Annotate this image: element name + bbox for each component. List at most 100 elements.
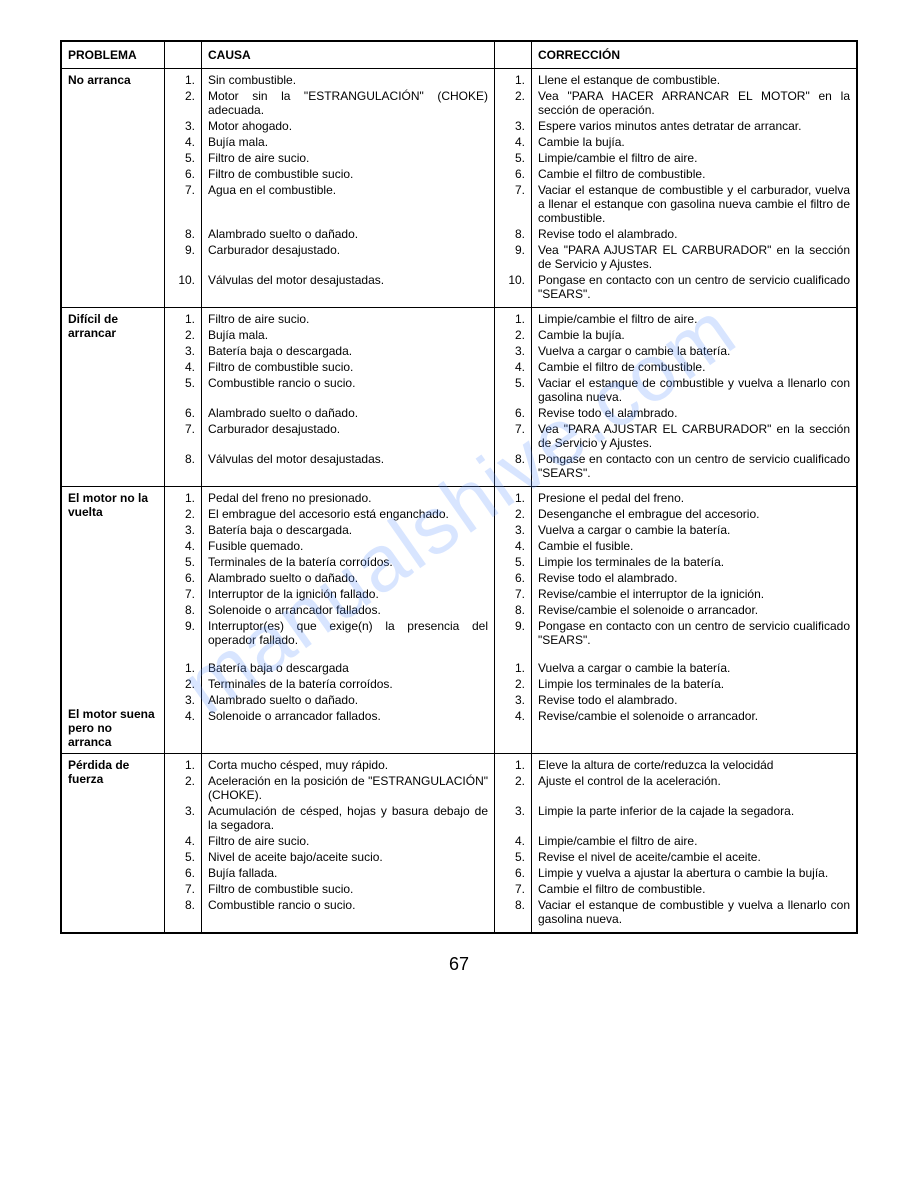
cause-text: Válvulas del motor desajustadas. <box>208 273 488 301</box>
list-item: 4. <box>501 834 525 848</box>
list-item: Solenoide o arrancador fallados. <box>208 709 488 723</box>
corr-num-cell: 1.2.3.4.5.6.7.8.9.1.2.3.4. <box>495 487 532 754</box>
list-item: Terminales de la batería corroídos. <box>208 677 488 691</box>
list-item: Interruptor(es) que exige(n) la presenci… <box>208 619 488 647</box>
list-item: Carburador desajustado. <box>208 243 488 271</box>
list-item: Limpie los terminales de la batería. <box>538 555 850 569</box>
item-number: 5. <box>171 151 195 165</box>
item-number: 3. <box>501 523 525 537</box>
header-num1 <box>165 41 202 69</box>
item-number: 5. <box>171 376 195 404</box>
item-number: 2. <box>171 328 195 342</box>
list-item: Corta mucho césped, muy rápido. <box>208 758 488 772</box>
corr-cell: Presione el pedal del freno. Desenganche … <box>532 487 858 754</box>
cause-text: Interruptor(es) que exige(n) la presenci… <box>208 619 488 647</box>
correction-text: Vaciar el estanque de combustible y el c… <box>538 183 850 225</box>
item-number: 1. <box>171 312 195 326</box>
list-item: 5. <box>501 555 525 569</box>
cause-text: Agua en el combustible. <box>208 183 488 225</box>
cause-text: Carburador desajustado. <box>208 422 488 450</box>
list-item: Acumulación de césped, hojas y basura de… <box>208 804 488 832</box>
cause-text: Pedal del freno no presionado. <box>208 491 488 505</box>
cause-cell: Corta mucho césped, muy rápido. Aceleraci… <box>202 754 495 934</box>
item-number: 8. <box>171 898 195 926</box>
item-number: 5. <box>501 151 525 165</box>
list-item: Aceleración en la posición de "ESTRANGUL… <box>208 774 488 802</box>
list-item: Cambie el filtro de combustible. <box>538 882 850 896</box>
list-item: 2. <box>171 677 195 691</box>
list-item: Espere varios minutos antes detratar de … <box>538 119 850 133</box>
list-item: 5. <box>171 555 195 569</box>
cause-cell: Filtro de aire sucio.Bujía mala.Batería … <box>202 308 495 487</box>
correction-text: Pongase en contacto con un centro de ser… <box>538 273 850 301</box>
corr-cell: Llene el estanque de combustible.Vea "PA… <box>532 69 858 308</box>
list-item: 6. <box>171 571 195 585</box>
item-number: 6. <box>171 406 195 420</box>
item-number: 1. <box>501 491 525 505</box>
list-item: Pongase en contacto con un centro de ser… <box>538 619 850 647</box>
item-number: 3. <box>501 344 525 358</box>
list-item: 3. <box>501 344 525 358</box>
cause-text: Alambrado suelto o dañado. <box>208 406 488 420</box>
list-item: Limpie/cambie el filtro de aire. <box>538 151 850 165</box>
cause-text: Solenoide o arrancador fallados. <box>208 709 488 723</box>
correction-text: Espere varios minutos antes detratar de … <box>538 119 850 133</box>
correction-text: Cambie la bujía. <box>538 135 850 149</box>
item-number: 8. <box>501 227 525 241</box>
correction-text: Limpie los terminales de la batería. <box>538 677 850 691</box>
problem-cell: El motor no la vueltaEl motor suena pero… <box>61 487 165 754</box>
correction-text: Desenganche el embrague del accesorio. <box>538 507 850 521</box>
cause-text: Combustible rancio o sucio. <box>208 376 488 404</box>
correction-text: Vaciar el estanque de combustible y vuel… <box>538 376 850 404</box>
list-item: 4. <box>171 834 195 848</box>
item-number: 7. <box>501 882 525 896</box>
item-number: 4. <box>501 709 525 723</box>
list-item: 7. <box>171 183 195 225</box>
cause-text: Aceleración en la posición de "ESTRANGUL… <box>208 774 488 802</box>
item-number: 8. <box>501 452 525 480</box>
item-number: 8. <box>171 227 195 241</box>
cause-text: El embrague del accesorio está enganchad… <box>208 507 488 521</box>
item-number: 6. <box>171 866 195 880</box>
list-item: Bujía mala. <box>208 135 488 149</box>
correction-text: Ajuste el control de la aceleración. <box>538 774 850 802</box>
item-number: 9. <box>171 243 195 271</box>
correction-text: Pongase en contacto con un centro de ser… <box>538 452 850 480</box>
list-item: Cambie la bujía. <box>538 328 850 342</box>
list-item: Presione el pedal del freno. <box>538 491 850 505</box>
list-item: Cambie el filtro de combustible. <box>538 360 850 374</box>
cause-text: Interruptor de la ignición fallado. <box>208 587 488 601</box>
correction-text: Limpie/cambie el filtro de aire. <box>538 312 850 326</box>
list-item: Alambrado suelto o dañado. <box>208 571 488 585</box>
list-item: 8. <box>171 227 195 241</box>
list-item: Bujía mala. <box>208 328 488 342</box>
correction-text: Revise/cambie el interruptor de la ignic… <box>538 587 850 601</box>
correction-text: Vaciar el estanque de combustible y vuel… <box>538 898 850 926</box>
item-number: 3. <box>171 693 195 707</box>
correction-text: Revise/cambie el solenoide o arrancador. <box>538 603 850 617</box>
list-item: 3. <box>501 693 525 707</box>
item-number: 4. <box>501 834 525 848</box>
list-item: 3. <box>501 523 525 537</box>
item-number: 2. <box>501 677 525 691</box>
item-number: 4. <box>501 360 525 374</box>
list-item: Combustible rancio o sucio. <box>208 898 488 926</box>
correction-text: Eleve la altura de corte/reduzca la velo… <box>538 758 850 772</box>
list-item: Fusible quemado. <box>208 539 488 553</box>
correction-text: Revise todo el alambrado. <box>538 571 850 585</box>
list-item: 5. <box>171 850 195 864</box>
list-item: 4. <box>501 709 525 723</box>
list-item: Limpie/cambie el filtro de aire. <box>538 312 850 326</box>
correction-text: Presione el pedal del freno. <box>538 491 850 505</box>
list-item: Alambrado suelto o dañado. <box>208 406 488 420</box>
list-item: 6. <box>171 406 195 420</box>
list-item: Revise/cambie el solenoide o arrancador. <box>538 709 850 723</box>
item-number: 2. <box>501 328 525 342</box>
cause-text: Nivel de aceite bajo/aceite sucio. <box>208 850 488 864</box>
item-number: 1. <box>501 312 525 326</box>
list-item: 6. <box>501 167 525 181</box>
correction-text: Cambie el filtro de combustible. <box>538 167 850 181</box>
correction-text: Revise todo el alambrado. <box>538 693 850 707</box>
list-item: Vea "PARA AJUSTAR EL CARBURADOR" en la s… <box>538 422 850 450</box>
item-number: 5. <box>501 555 525 569</box>
